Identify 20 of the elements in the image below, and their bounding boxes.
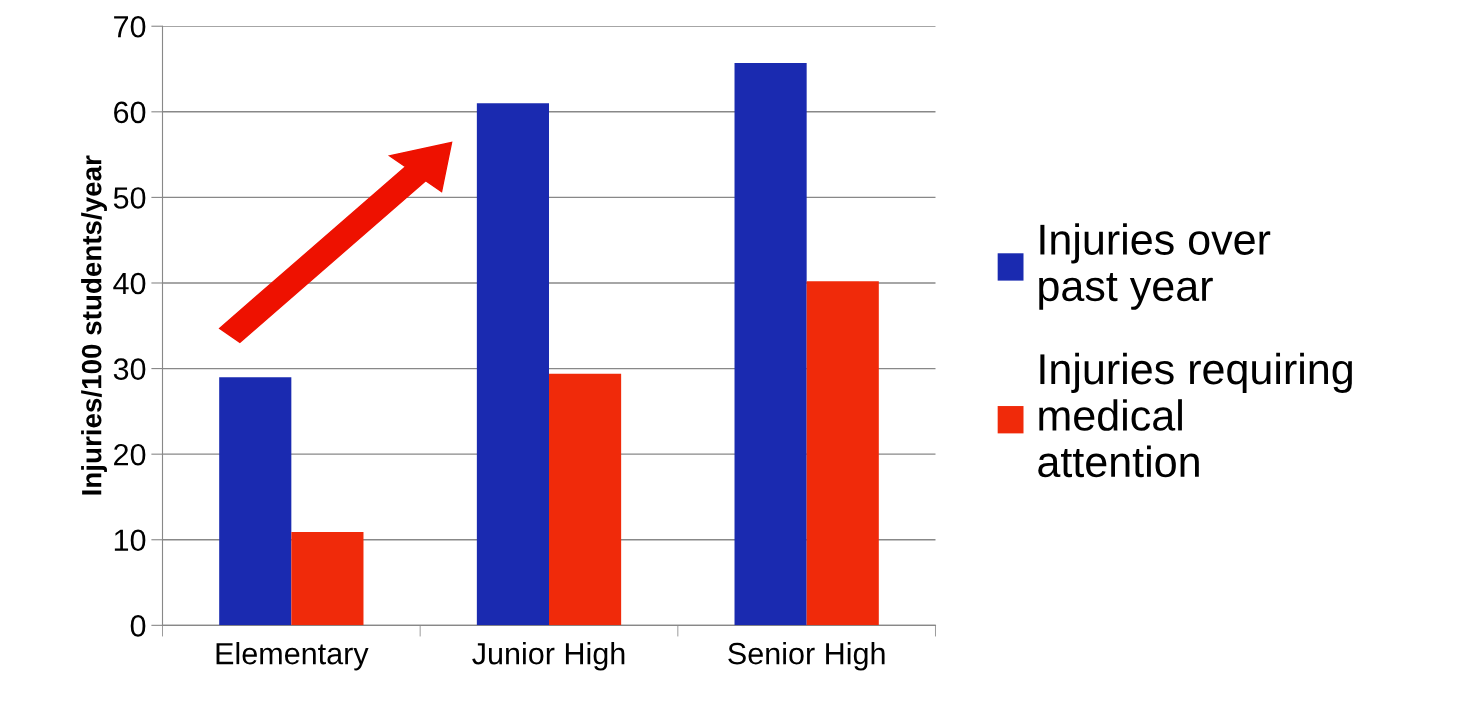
y-tick-label: 10 — [114, 529, 146, 552]
bar — [806, 281, 879, 626]
x-tick-label: Elementary — [216, 642, 369, 671]
legend-label: Injuries over past year — [1039, 223, 1271, 310]
y-tick-label: 30 — [113, 358, 146, 380]
y-tick-label: 40 — [113, 272, 146, 295]
bar — [549, 373, 622, 626]
y-tick-label: 50 — [113, 187, 146, 209]
y-tick-label: 20 — [114, 443, 146, 466]
legend-label: Injuries requiring medical attention — [1038, 352, 1352, 478]
y-tick-label: 0 — [130, 615, 146, 637]
y-axis-title: Injuries/100 students/year — [81, 155, 107, 495]
bar — [291, 532, 364, 626]
bar — [476, 103, 549, 626]
y-tick-label: 60 — [114, 101, 146, 124]
bar — [219, 377, 292, 626]
y-tick-label: 70 — [114, 15, 146, 38]
x-tick-label: Junior High — [472, 642, 625, 671]
bar — [734, 63, 807, 626]
x-tick-label: Senior High — [728, 642, 885, 671]
